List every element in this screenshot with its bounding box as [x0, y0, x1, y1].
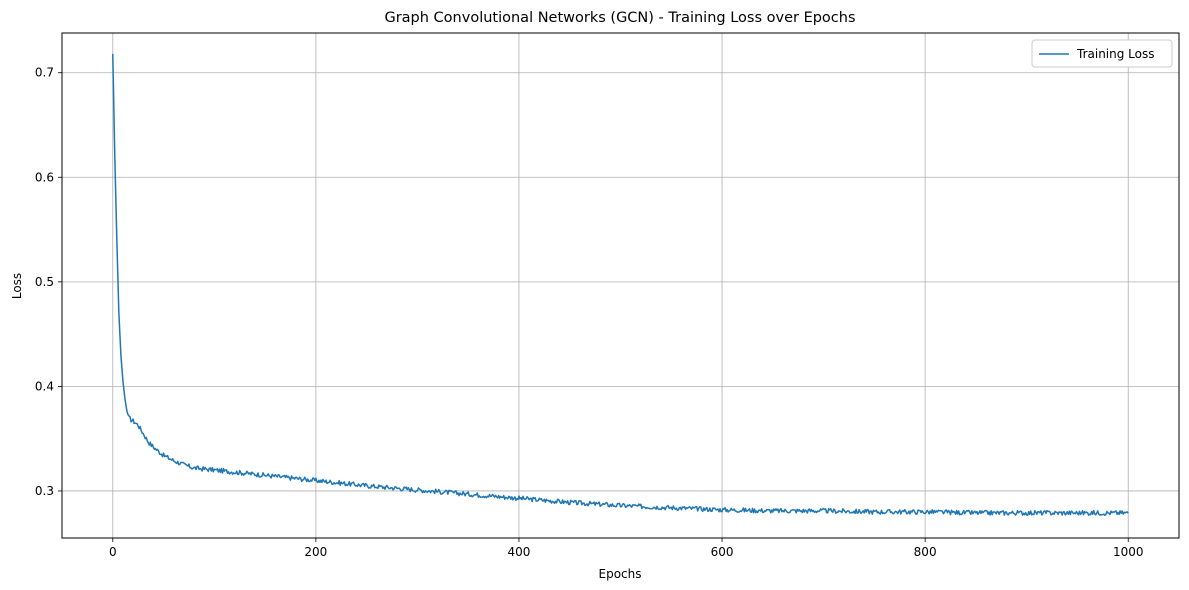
x-tick-label: 1000 — [1113, 545, 1144, 559]
chart-title: Graph Convolutional Networks (GCN) - Tra… — [384, 10, 855, 26]
x-tick-label: 200 — [304, 545, 327, 559]
ticks: 0 200 400 600 800 1000 0.3 0.4 0.5 0.6 0.7 — [35, 66, 1144, 559]
x-tick-label: 800 — [914, 545, 937, 559]
y-axis-label: Loss — [10, 273, 24, 299]
plot-frame — [61, 32, 1180, 539]
y-tick-label: 0.7 — [35, 66, 54, 80]
legend-label-training-loss: Training Loss — [1076, 47, 1154, 61]
legend: Training Loss — [1031, 39, 1173, 68]
x-tick-label: 0 — [109, 545, 117, 559]
y-tick-label: 0.6 — [35, 170, 54, 184]
y-tick-label: 0.4 — [35, 379, 54, 393]
grid — [62, 33, 1179, 538]
x-axis-label: Epochs — [599, 567, 642, 581]
y-tick-label: 0.5 — [35, 275, 54, 289]
x-tick-label: 400 — [508, 545, 531, 559]
series-layer — [112, 53, 1129, 516]
series-line-training-loss — [112, 53, 1129, 516]
x-tick-label: 600 — [711, 545, 734, 559]
legend-box — [1031, 39, 1173, 68]
y-tick-label: 0.3 — [35, 484, 54, 498]
